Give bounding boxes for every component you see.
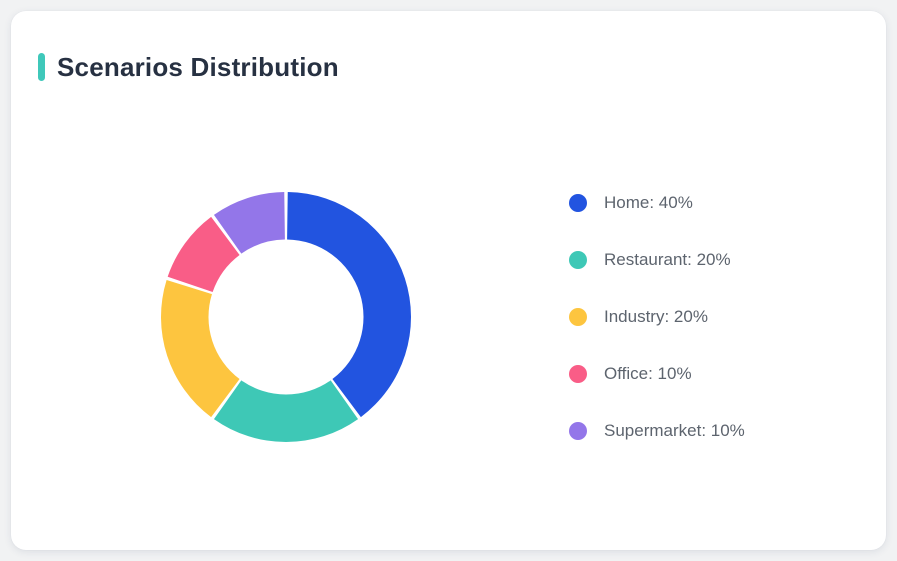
legend-marker-industry (569, 307, 587, 326)
legend-item-office[interactable]: Office: 10% (569, 363, 745, 383)
legend-item-restaurant[interactable]: Restaurant: 20% (569, 249, 745, 269)
chart-area: Home: 40% Restaurant: 20% Industry: 20% Off… (161, 191, 886, 442)
legend-label-home: Home: 40% (604, 192, 693, 212)
donut-segment-home[interactable] (287, 191, 411, 417)
donut-segment-office[interactable] (167, 216, 240, 292)
donut-segment-restaurant[interactable] (213, 379, 359, 442)
donut-chart[interactable] (161, 191, 411, 442)
legend-item-supermarket[interactable]: Supermarket: 10% (569, 420, 745, 440)
legend-item-industry[interactable]: Industry: 20% (569, 306, 745, 326)
title-accent-bar (38, 53, 45, 82)
legend-marker-home (569, 193, 587, 212)
legend-label-supermarket: Supermarket: 10% (604, 420, 745, 440)
legend-label-restaurant: Restaurant: 20% (604, 249, 731, 269)
legend-marker-supermarket (569, 421, 587, 440)
chart-legend: Home: 40% Restaurant: 20% Industry: 20% Off… (569, 192, 745, 440)
donut-segment-industry[interactable] (161, 279, 240, 417)
legend-item-home[interactable]: Home: 40% (569, 192, 745, 212)
scenarios-distribution-card: Scenarios Distribution Home: 40% Restaura… (11, 11, 886, 550)
donut-segment-supermarket[interactable] (213, 191, 285, 254)
legend-marker-office (569, 364, 587, 383)
legend-label-industry: Industry: 20% (604, 306, 708, 326)
legend-label-office: Office: 10% (604, 363, 692, 383)
card-title: Scenarios Distribution (57, 52, 339, 82)
card-header: Scenarios Distribution (38, 53, 886, 82)
legend-marker-restaurant (569, 250, 587, 269)
